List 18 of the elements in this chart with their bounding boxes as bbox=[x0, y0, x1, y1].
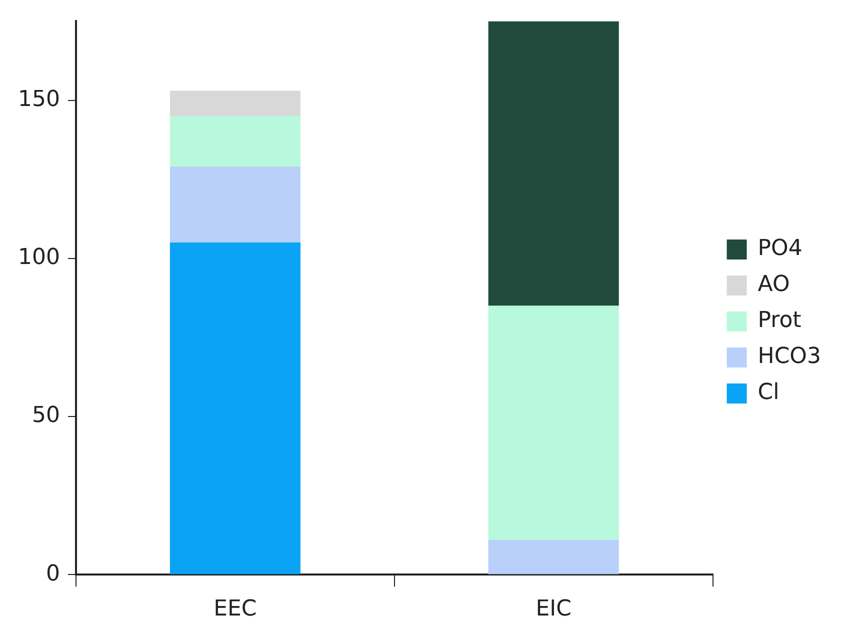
legend-label: Prot bbox=[758, 308, 802, 334]
bar bbox=[488, 21, 619, 306]
bar bbox=[488, 540, 619, 574]
y-tick-label: 50 bbox=[32, 403, 60, 428]
legend-label: HCO3 bbox=[758, 344, 821, 370]
legend-label: AO bbox=[758, 272, 790, 298]
y-tick-label: 0 bbox=[46, 561, 60, 586]
bar bbox=[170, 166, 300, 243]
bar bbox=[488, 306, 619, 540]
y-tick-label: 100 bbox=[18, 245, 60, 270]
x-tick-label: EIC bbox=[536, 596, 572, 622]
bar bbox=[170, 90, 300, 116]
y-tick-label: 150 bbox=[18, 86, 60, 112]
bar bbox=[170, 116, 300, 167]
bar bbox=[170, 242, 300, 574]
legend-label: Cl bbox=[758, 380, 780, 406]
legend-label: PO4 bbox=[758, 236, 802, 262]
x-tick-label: EEC bbox=[214, 596, 257, 622]
